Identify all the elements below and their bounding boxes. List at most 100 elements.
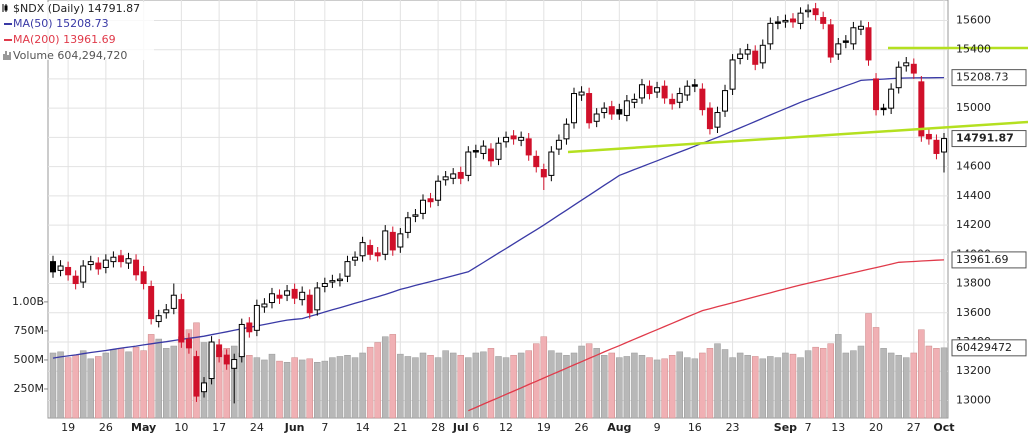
- volume-bar: [887, 352, 895, 419]
- candle-body: [925, 133, 932, 140]
- volume-bar: [427, 355, 434, 419]
- volume-bar: [880, 348, 887, 419]
- candle-body: [480, 145, 487, 154]
- volume-bar: [72, 355, 79, 419]
- candle-body: [820, 17, 827, 24]
- x-tick-label: 19: [537, 421, 551, 434]
- volume-bar: [729, 357, 736, 419]
- candle-body: [246, 322, 253, 333]
- candle-body: [555, 139, 562, 150]
- candle-body: [774, 21, 781, 24]
- candle-body: [744, 49, 751, 55]
- legend-icon: [2, 4, 8, 12]
- volume-bar: [744, 355, 751, 419]
- candle-body: [201, 382, 208, 393]
- volume-bar: [465, 357, 472, 419]
- y-tick-label: 14400: [956, 189, 991, 202]
- x-tick-label: 14: [356, 421, 370, 434]
- candle-body: [684, 85, 691, 96]
- candle-body: [638, 84, 645, 99]
- volume-bar: [827, 343, 834, 419]
- x-tick-label: May: [131, 421, 156, 434]
- volume-bar: [910, 352, 918, 419]
- candle-body: [495, 142, 502, 160]
- volume-bar: [608, 352, 616, 419]
- x-tick-label: Jul: [452, 421, 469, 434]
- volume-bar: [857, 345, 865, 419]
- volume-bar: [155, 338, 162, 419]
- volume-bar: [314, 362, 321, 419]
- y2-tick-label: 750M: [14, 324, 45, 337]
- candle-body: [472, 150, 479, 153]
- y-tick-label: 13800: [956, 277, 991, 290]
- volume-bar: [570, 352, 578, 419]
- candle-body: [284, 290, 291, 296]
- x-tick-label: Sep: [774, 421, 797, 434]
- candle-body: [540, 169, 547, 178]
- candle-body: [276, 294, 283, 299]
- volume-bar: [178, 336, 185, 419]
- volume-bar: [246, 355, 253, 419]
- legend: $NDX (Daily) 14791.87 MA(50) 15208.73 MA…: [2, 2, 154, 62]
- volume-bar: [125, 351, 132, 419]
- candle-body: [706, 107, 713, 130]
- volume-bar: [933, 348, 940, 419]
- legend-volume: Volume 604,294,720: [13, 49, 127, 62]
- x-tick-label: Oct: [933, 421, 954, 434]
- candle-body: [691, 84, 698, 87]
- volume-bar: [329, 357, 336, 419]
- volume-bar: [918, 329, 925, 419]
- y2-tick-label: 250M: [14, 382, 45, 395]
- candle-body: [510, 135, 517, 140]
- volume-bar: [616, 357, 623, 419]
- volume-bar: [767, 356, 774, 419]
- candle-body: [518, 136, 525, 141]
- volume-bar: [163, 348, 170, 419]
- volume-bar: [87, 358, 95, 419]
- candle-body: [163, 309, 170, 314]
- candle-body: [646, 85, 653, 95]
- candle-body: [759, 44, 766, 64]
- volume-bar: [517, 352, 525, 419]
- volume-bar: [751, 356, 759, 419]
- volume-bar: [261, 359, 268, 419]
- price-tag-box: [951, 130, 1027, 148]
- volume-bar: [442, 350, 449, 419]
- candle-body: [367, 245, 374, 255]
- volume-bar: [381, 336, 389, 419]
- legend-icon: [3, 51, 11, 60]
- volume-bar: [389, 334, 397, 419]
- volume-bar: [49, 352, 57, 419]
- candle-body: [223, 354, 230, 365]
- volume-bar: [276, 360, 283, 419]
- candle-body: [933, 139, 940, 154]
- y-tick-label: 13000: [956, 393, 991, 406]
- x-tick-label: 9: [654, 421, 661, 434]
- candle-body: [185, 338, 192, 349]
- x-tick-label: 17: [212, 421, 226, 434]
- volume-bar: [298, 359, 306, 419]
- candle-body: [465, 151, 472, 176]
- candle-body: [857, 25, 864, 30]
- volume-bar: [147, 334, 155, 419]
- candle-body: [178, 299, 185, 343]
- candle-body: [812, 8, 819, 16]
- volume-bar: [940, 347, 948, 419]
- x-tick-label: 21: [393, 421, 407, 434]
- volume-bar: [895, 355, 902, 419]
- candle-body: [699, 88, 706, 111]
- candle-body: [941, 138, 947, 153]
- candle-body: [299, 291, 306, 301]
- volume-bar: [872, 327, 880, 419]
- candle-body: [797, 12, 804, 24]
- volume-bar: [434, 357, 442, 419]
- candle-body: [389, 231, 396, 251]
- candle-body: [65, 266, 72, 276]
- candle-body: [457, 171, 464, 179]
- volume-bar: [223, 348, 230, 419]
- candle-body: [155, 315, 162, 323]
- x-tick-label: 12: [499, 421, 513, 434]
- volume-bar: [291, 357, 298, 419]
- ma-line: [52, 76, 945, 359]
